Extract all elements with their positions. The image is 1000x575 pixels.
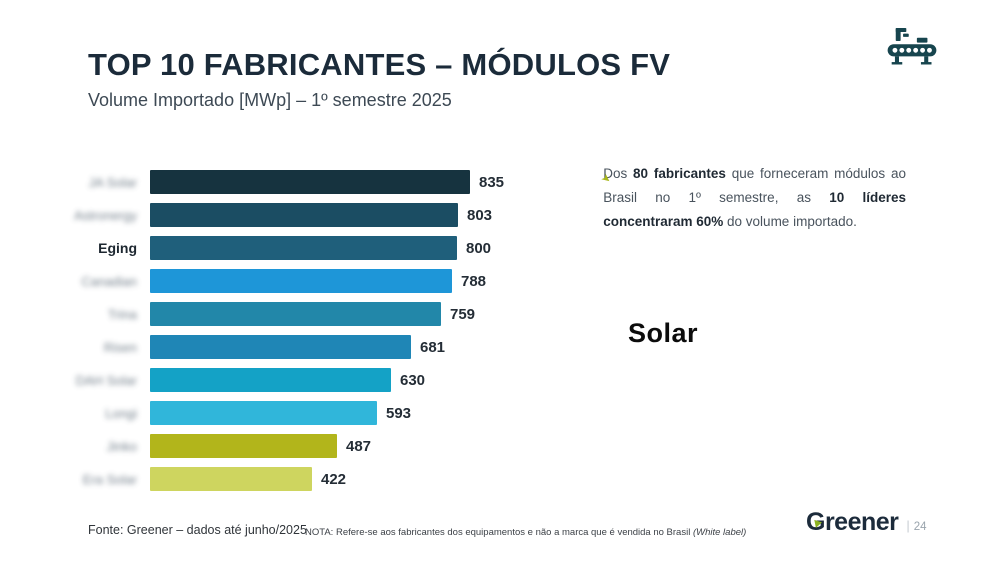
bar-row: DAH Solar 630 [0,368,560,392]
page-number: 24 [913,521,927,533]
solar-watermark-text: Solar [628,318,699,348]
bar [150,467,312,491]
bar-row: Era Solar 422 [0,467,560,491]
bar-value: 800 [466,239,492,257]
greener-logo: Greener | 24 [806,508,927,537]
bar-row: JA Solar 835 [0,170,560,194]
header: TOP 10 FABRICANTES – MÓDULOS FV Volume I… [88,47,670,111]
bar [150,434,337,458]
bar [150,236,457,260]
bar-row: Trina 759 [0,302,560,326]
bar-label: Canadian [81,273,137,289]
bar-label: Risen [103,339,137,355]
bar-row: Jinko 487 [0,434,560,458]
bar-label: Eging [98,240,137,256]
logo-divider: | [906,518,910,533]
bar [150,203,458,227]
bar [150,302,441,326]
bar [150,368,391,392]
bar-value: 487 [346,437,372,455]
bar-row: Risen 681 [0,335,560,359]
bar-label: Astronergy [74,207,137,223]
bar-label: DAH Solar [75,372,137,388]
bar [150,269,452,293]
source-text: Fonte: Greener – dados até junho/2025 [88,523,307,537]
bar-value: 835 [479,173,505,191]
bar [150,170,470,194]
bar-value: 681 [420,338,446,356]
bar-label: Jinko [106,438,137,454]
annotation-text: Dos 80 fabricantes que forneceram módulo… [603,166,906,229]
bar-chart: JA Solar 835 Astronergy 803 Eging 800 Canadian… [0,170,560,500]
bar-value: 803 [467,206,493,224]
page-title: TOP 10 FABRICANTES – MÓDULOS FV [88,47,671,82]
bar-value: 788 [461,272,487,290]
bar-row: Longi 593 [0,401,560,425]
bar-row: Canadian 788 [0,269,560,293]
bar [150,335,411,359]
bar-row: Eging 800 [0,236,560,260]
note-text: NOTA: Refere-se aos fabricantes dos equi… [305,527,747,538]
page-subtitle: Volume Importado [MWp] – 1º semestre 202… [88,90,452,110]
bar [150,401,377,425]
bar-label: Trina [107,306,137,322]
bar-label: Era Solar [82,471,137,487]
factory-conveyor-icon [887,27,937,65]
bar-value: 593 [386,404,412,422]
greener-wordmark: Greener [806,508,899,536]
bar-value: 759 [450,305,476,323]
bar-label: JA Solar [88,174,137,190]
bar-row: Astronergy 803 [0,203,560,227]
bar-value: 630 [400,371,426,389]
bar-label: Longi [105,405,137,421]
bar-value: 422 [321,470,347,488]
annotation: ➤ Dos 80 fabricantes que forneceram módu… [584,162,906,234]
